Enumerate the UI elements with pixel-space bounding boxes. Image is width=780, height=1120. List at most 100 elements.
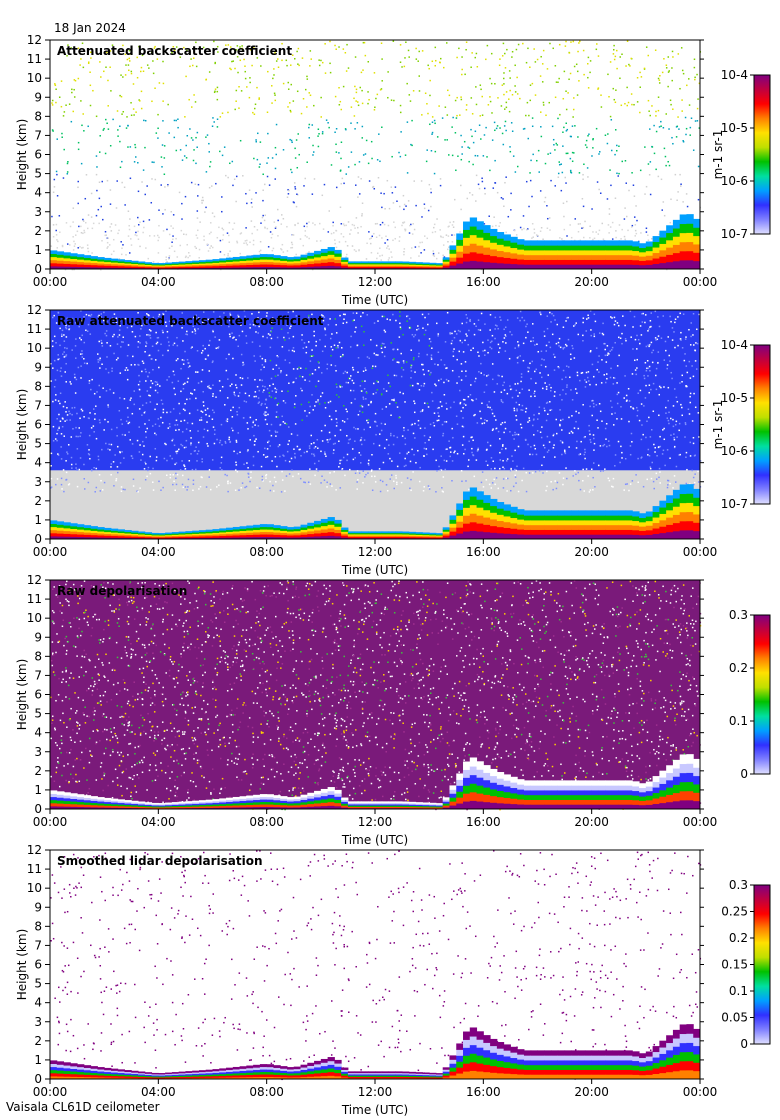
colorbar-tick-label: 10-5	[721, 391, 748, 405]
boundary-layer-bands	[50, 754, 701, 810]
colorbar-tick-label: 0.2	[729, 661, 748, 675]
y-tick-label: 11	[27, 592, 42, 606]
x-tick-label: 20:00	[574, 545, 609, 559]
y-tick-label: 11	[27, 862, 42, 876]
y-tick-label: 12	[27, 843, 42, 857]
date-label: 18 Jan 2024	[54, 21, 126, 35]
x-tick-label: 00:00	[33, 275, 68, 289]
colorbar-tick-label: 0.2	[729, 931, 748, 945]
y-tick-label: 1	[34, 1053, 42, 1067]
colorbar-scale	[753, 884, 771, 1045]
y-tick-label: 7	[34, 128, 42, 142]
y-tick-label: 0	[34, 262, 42, 276]
colorbar-scale	[753, 344, 771, 505]
boundary-layer-bands	[50, 214, 701, 270]
y-tick-label: 8	[34, 919, 42, 933]
y-tick-label: 8	[34, 379, 42, 393]
y-tick-label: 0	[34, 1072, 42, 1086]
colorbar-tick-label: 0.3	[729, 608, 748, 622]
y-tick-label: 6	[34, 418, 42, 432]
y-tick-label: 1	[34, 783, 42, 797]
x-tick-label: 12:00	[358, 275, 393, 289]
y-tick-label: 6	[34, 958, 42, 972]
x-tick-label: 08:00	[249, 815, 284, 829]
y-tick-label: 0	[34, 802, 42, 816]
y-tick-label: 11	[27, 52, 42, 66]
y-tick-label: 9	[34, 360, 42, 374]
colorbar-tick-label: 10-7	[721, 497, 748, 511]
y-tick-label: 3	[34, 1015, 42, 1029]
y-tick-label: 8	[34, 649, 42, 663]
colorbar-tick-label: 0.1	[729, 984, 748, 998]
y-tick-label: 5	[34, 977, 42, 991]
x-tick-label: 00:00	[33, 815, 68, 829]
y-tick-label: 10	[27, 611, 42, 625]
x-axis: 00:00 04:00 08:00 12:00 16:00 20:00 00:00 Time …	[33, 269, 718, 307]
y-tick-label: 1	[34, 243, 42, 257]
x-tick-label: 16:00	[466, 815, 501, 829]
y-tick-label: 6	[34, 688, 42, 702]
colorbar-tick-label: 10-7	[721, 227, 748, 241]
y-tick-label: 7	[34, 398, 42, 412]
colorbar-tick-label: 0.15	[721, 958, 748, 972]
y-tick-label: 12	[27, 33, 42, 47]
y-tick-label: 4	[34, 726, 42, 740]
x-tick-label: 20:00	[574, 1085, 609, 1099]
colorbar-tick-label: 0.3	[729, 878, 748, 892]
colorbar: 0 0.05 0.1 0.15 0.2 0.25 0.3	[721, 878, 771, 1051]
y-tick-label: 4	[34, 186, 42, 200]
y-tick-label: 10	[27, 341, 42, 355]
y-tick-label: 3	[34, 745, 42, 759]
colorbar-tick-label: 10-5	[721, 121, 748, 135]
y-tick-label: 4	[34, 456, 42, 470]
colorbar-tick-label: 0.05	[721, 1011, 748, 1025]
y-tick-label: 11	[27, 322, 42, 336]
x-tick-label: 00:00	[33, 1085, 68, 1099]
y-tick-label: 9	[34, 90, 42, 104]
y-tick-label: 5	[34, 167, 42, 181]
x-tick-label: 04:00	[141, 275, 176, 289]
colorbar-unit: m-1 sr-1	[711, 130, 725, 180]
y-tick-label: 7	[34, 938, 42, 952]
panel-title: Raw attenuated backscatter coefficient	[57, 314, 324, 328]
colorbar-tick-label: 10-6	[721, 174, 748, 188]
y-axis-label: Height (km)	[15, 389, 29, 460]
y-tick-label: 8	[34, 109, 42, 123]
y-tick-label: 3	[34, 475, 42, 489]
instrument-label: Vaisala CL61D ceilometer	[6, 1100, 160, 1114]
plot-background	[50, 580, 700, 809]
plot-background	[50, 40, 700, 269]
x-axis: 00:00 04:00 08:00 12:00 16:00 20:00 00:00 Time …	[33, 809, 717, 847]
panel-title: Raw depolarisation	[57, 584, 187, 598]
y-axis-label: Height (km)	[15, 929, 29, 1000]
y-tick-label: 2	[34, 1034, 42, 1048]
y-tick-label: 2	[34, 224, 42, 238]
plot-background	[50, 850, 700, 1079]
x-tick-label: 04:00	[141, 1085, 176, 1099]
x-axis: 00:00 04:00 08:00 12:00 16:00 20:00 00:00 Time …	[33, 1079, 718, 1117]
y-tick-label: 10	[27, 881, 42, 895]
y-tick-label: 0	[34, 532, 42, 546]
x-tick-label: 00:00	[683, 275, 718, 289]
heatmap-texture	[50, 580, 702, 811]
colorbar: 10-7 10-6 10-5 10-4 m-1 sr-1	[711, 68, 771, 241]
y-tick-label: 9	[34, 630, 42, 644]
x-tick-label: 00:00	[683, 1085, 718, 1099]
x-tick-label: 20:00	[574, 815, 609, 829]
colorbar-scale	[753, 74, 771, 235]
y-tick-label: 1	[34, 513, 42, 527]
x-axis-label: Time (UTC)	[341, 833, 408, 847]
y-tick-label: 12	[27, 573, 42, 587]
colorbar-unit: m-1 sr-1	[711, 400, 725, 450]
colorbar-tick-label: 10-4	[721, 68, 748, 82]
y-tick-label: 2	[34, 764, 42, 778]
x-tick-label: 08:00	[249, 1085, 284, 1099]
colorbar-tick-label: 10-4	[721, 338, 748, 352]
